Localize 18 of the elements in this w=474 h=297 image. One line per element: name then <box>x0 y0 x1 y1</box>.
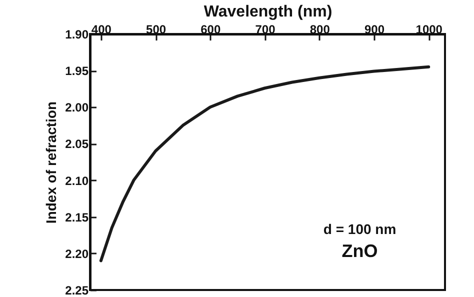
annotation: ZnO <box>342 241 378 261</box>
y-tick-label: 1.95 <box>65 64 89 78</box>
y-tick-label: 2.10 <box>65 174 89 188</box>
y-axis-title: Index of refraction <box>43 101 60 224</box>
x-tick-label: 400 <box>91 22 112 36</box>
x-tick-label: 900 <box>364 22 385 36</box>
y-tick-label: 2.05 <box>65 137 89 152</box>
x-tick-label: 600 <box>200 22 221 36</box>
x-axis-title: Wavelength (nm) <box>204 4 332 20</box>
x-tick-label: 800 <box>310 22 330 36</box>
y-tick-label: 2.00 <box>65 100 89 115</box>
line-series <box>99 65 430 262</box>
x-tick-label: 700 <box>255 22 276 36</box>
annotation: d = 100 nm <box>323 221 396 237</box>
y-tick-label: 2.25 <box>65 284 89 297</box>
y-tick-label: 2.20 <box>65 246 89 261</box>
y-tick-label: 2.15 <box>65 210 89 224</box>
y-tick-label: 1.90 <box>65 28 89 42</box>
